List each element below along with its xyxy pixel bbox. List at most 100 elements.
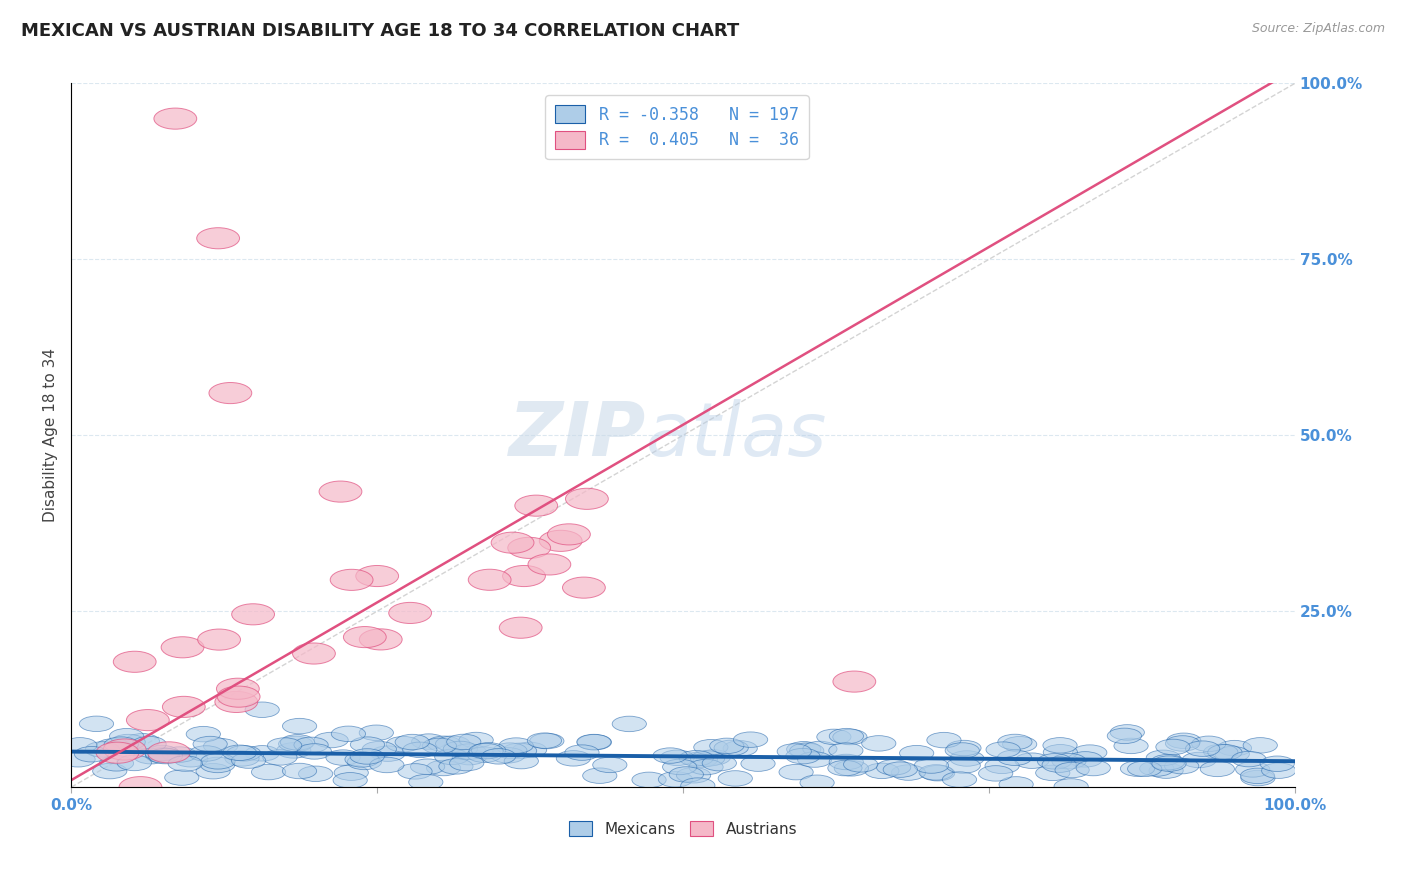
- Ellipse shape: [470, 743, 503, 759]
- Ellipse shape: [186, 726, 221, 742]
- Ellipse shape: [676, 767, 710, 783]
- Ellipse shape: [283, 764, 316, 779]
- Ellipse shape: [163, 697, 205, 717]
- Ellipse shape: [1108, 728, 1142, 744]
- Ellipse shape: [492, 743, 527, 758]
- Ellipse shape: [800, 775, 834, 790]
- Ellipse shape: [127, 709, 169, 731]
- Ellipse shape: [145, 746, 179, 761]
- Ellipse shape: [986, 742, 1021, 757]
- Ellipse shape: [612, 716, 647, 731]
- Text: MEXICAN VS AUSTRIAN DISABILITY AGE 18 TO 34 CORRELATION CHART: MEXICAN VS AUSTRIAN DISABILITY AGE 18 TO…: [21, 22, 740, 40]
- Ellipse shape: [832, 671, 876, 692]
- Ellipse shape: [387, 737, 420, 752]
- Ellipse shape: [245, 746, 280, 761]
- Ellipse shape: [434, 749, 470, 764]
- Ellipse shape: [204, 739, 238, 754]
- Ellipse shape: [222, 745, 257, 761]
- Ellipse shape: [790, 743, 824, 758]
- Ellipse shape: [149, 748, 183, 764]
- Ellipse shape: [1150, 755, 1185, 770]
- Ellipse shape: [659, 750, 695, 765]
- Ellipse shape: [499, 738, 533, 754]
- Ellipse shape: [883, 762, 917, 778]
- Ellipse shape: [278, 736, 312, 752]
- Ellipse shape: [1069, 752, 1102, 767]
- Ellipse shape: [169, 756, 202, 772]
- Ellipse shape: [1204, 744, 1237, 760]
- Ellipse shape: [1073, 745, 1107, 760]
- Ellipse shape: [96, 739, 131, 754]
- Ellipse shape: [502, 743, 537, 758]
- Ellipse shape: [817, 729, 851, 745]
- Ellipse shape: [1052, 754, 1085, 769]
- Ellipse shape: [921, 765, 955, 780]
- Ellipse shape: [593, 757, 627, 772]
- Ellipse shape: [702, 756, 737, 771]
- Ellipse shape: [1111, 724, 1144, 740]
- Ellipse shape: [100, 756, 134, 771]
- Ellipse shape: [946, 740, 981, 756]
- Ellipse shape: [578, 734, 612, 750]
- Ellipse shape: [565, 745, 599, 760]
- Ellipse shape: [491, 533, 534, 553]
- Ellipse shape: [1149, 763, 1184, 779]
- Ellipse shape: [714, 740, 748, 756]
- Ellipse shape: [658, 772, 693, 787]
- Ellipse shape: [198, 629, 240, 650]
- Ellipse shape: [631, 772, 666, 788]
- Ellipse shape: [111, 734, 145, 750]
- Ellipse shape: [314, 732, 349, 747]
- Ellipse shape: [1000, 777, 1033, 792]
- Ellipse shape: [277, 743, 311, 758]
- Ellipse shape: [162, 637, 204, 658]
- Ellipse shape: [481, 748, 516, 764]
- Ellipse shape: [508, 537, 551, 558]
- Ellipse shape: [436, 736, 470, 751]
- Ellipse shape: [1182, 752, 1216, 768]
- Ellipse shape: [427, 736, 461, 752]
- Ellipse shape: [832, 730, 868, 745]
- Ellipse shape: [388, 602, 432, 624]
- Ellipse shape: [1167, 733, 1201, 748]
- Ellipse shape: [529, 554, 571, 575]
- Ellipse shape: [443, 741, 478, 756]
- Ellipse shape: [683, 752, 717, 767]
- Ellipse shape: [1152, 756, 1187, 772]
- Ellipse shape: [245, 702, 280, 717]
- Ellipse shape: [949, 751, 984, 766]
- Ellipse shape: [710, 738, 744, 754]
- Ellipse shape: [540, 530, 582, 551]
- Ellipse shape: [1128, 761, 1161, 777]
- Ellipse shape: [467, 747, 502, 763]
- Ellipse shape: [565, 488, 609, 509]
- Ellipse shape: [363, 741, 396, 757]
- Ellipse shape: [134, 748, 169, 764]
- Ellipse shape: [409, 774, 443, 790]
- Ellipse shape: [360, 629, 402, 650]
- Ellipse shape: [662, 759, 697, 774]
- Ellipse shape: [505, 754, 538, 769]
- Ellipse shape: [1036, 765, 1070, 780]
- Ellipse shape: [217, 678, 259, 699]
- Ellipse shape: [865, 764, 898, 779]
- Ellipse shape: [197, 227, 239, 249]
- Ellipse shape: [450, 756, 484, 771]
- Ellipse shape: [1243, 738, 1278, 753]
- Ellipse shape: [834, 761, 869, 776]
- Ellipse shape: [891, 764, 925, 780]
- Ellipse shape: [232, 604, 274, 625]
- Ellipse shape: [786, 741, 821, 757]
- Ellipse shape: [927, 732, 962, 747]
- Ellipse shape: [1236, 762, 1270, 777]
- Ellipse shape: [221, 790, 264, 812]
- Ellipse shape: [104, 737, 138, 752]
- Ellipse shape: [163, 747, 197, 763]
- Ellipse shape: [689, 759, 723, 775]
- Ellipse shape: [779, 764, 813, 780]
- Ellipse shape: [359, 725, 394, 740]
- Ellipse shape: [395, 734, 429, 750]
- Ellipse shape: [294, 737, 328, 753]
- Ellipse shape: [515, 495, 558, 516]
- Ellipse shape: [471, 742, 506, 758]
